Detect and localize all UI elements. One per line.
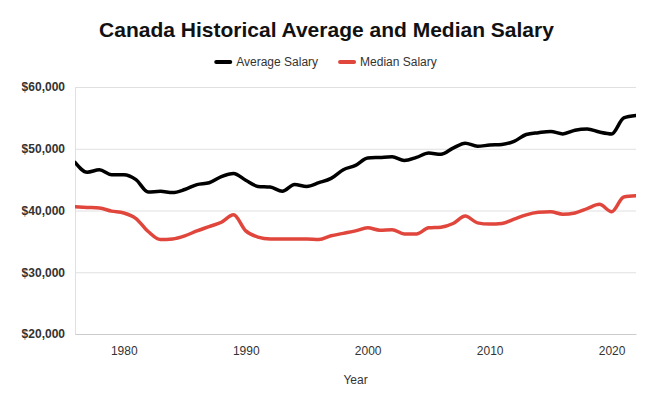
x-axis-title: Year	[343, 373, 367, 387]
chart: Canada Historical Average and Median Sal…	[0, 0, 653, 403]
x-tick-label: 2000	[355, 344, 382, 358]
x-tick: 1980	[111, 334, 138, 358]
y-tick-label: $20,000	[22, 327, 66, 341]
y-tick-label: $60,000	[22, 80, 66, 94]
legend-swatch	[216, 60, 230, 64]
y-tick-label: $30,000	[22, 266, 66, 280]
x-tick-label: 1990	[233, 344, 260, 358]
y-tick: $60,000	[22, 80, 636, 94]
x-tick: 2020	[599, 334, 626, 358]
grid-line	[75, 272, 636, 273]
legend-item: Median Salary	[340, 55, 437, 69]
y-tick: $50,000	[22, 142, 636, 156]
y-tick-label: $40,000	[22, 204, 66, 218]
grid-line	[75, 87, 636, 88]
legend-label: Median Salary	[360, 55, 437, 69]
grid-line	[75, 149, 636, 150]
x-tick: 2000	[355, 334, 382, 358]
plot: $20,000$30,000$40,000$50,000$60,00019801…	[22, 80, 637, 357]
grid-line	[75, 334, 636, 335]
y-tick: $30,000	[22, 266, 636, 280]
x-tick-label: 1980	[111, 344, 138, 358]
legend-item: Average Salary	[216, 55, 318, 69]
title: Canada Historical Average and Median Sal…	[99, 18, 554, 41]
legend-swatch	[340, 60, 354, 64]
x-tick: 1990	[233, 334, 260, 358]
series-line	[75, 115, 636, 192]
x-tick: 2010	[477, 334, 504, 358]
x-axis-line	[76, 334, 637, 335]
series-line	[75, 196, 636, 240]
x-tick-label: 2020	[599, 344, 626, 358]
y-tick: $20,000	[22, 327, 636, 341]
y-axis: $20,000 $30,000 $40,000 $50,000 $60,000	[22, 80, 636, 341]
x-tick-label: 2010	[477, 344, 504, 358]
x-axis: 1980 1990 2000 2010 2020	[76, 334, 637, 358]
y-tick-label: $50,000	[22, 142, 66, 156]
legend-label: Average Salary	[236, 55, 318, 69]
lines	[75, 115, 636, 239]
legend: Average Salary Median Salary	[216, 55, 437, 69]
